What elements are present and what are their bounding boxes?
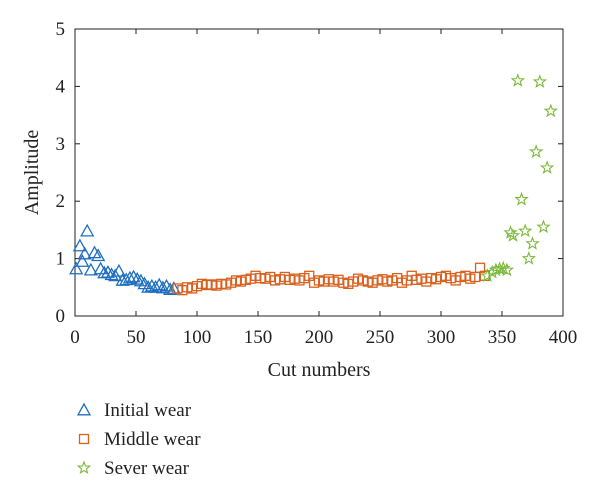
data-point: [152, 277, 167, 291]
data-point: [532, 74, 548, 88]
series-star: [480, 73, 559, 282]
data-point: [155, 280, 170, 294]
y-tick-label: 5: [56, 19, 66, 40]
data-point: [480, 268, 495, 282]
data-point: [499, 262, 515, 277]
legend-marker-square: [78, 433, 90, 445]
data-point: [133, 273, 148, 287]
data-point: [543, 103, 559, 118]
data-point: [514, 191, 529, 206]
plot-marks: [69, 73, 559, 296]
legend: Initial wear Middle wear Sever wear: [76, 400, 201, 479]
legend-label: Middle wear: [104, 429, 201, 450]
plot-axes: 0 50 100 150 200 250 300 350 400 0 1 2 3 4 5: [56, 19, 578, 348]
y-tick-label: 4: [56, 76, 66, 97]
data-point: [111, 263, 127, 277]
data-point: [536, 219, 551, 234]
data-point: [525, 236, 540, 250]
data-point: [130, 271, 145, 285]
data-point: [141, 279, 156, 293]
x-tick-label: 400: [549, 327, 578, 348]
data-point: [148, 279, 163, 293]
series-triangle: [69, 223, 181, 296]
data-point: [72, 238, 87, 252]
data-point: [510, 73, 526, 87]
data-point: [80, 223, 95, 237]
y-tick-label: 2: [56, 191, 66, 212]
data-point: [83, 262, 98, 276]
data-point: [100, 265, 116, 278]
y-tick-label: 3: [56, 134, 66, 155]
data-point: [505, 228, 521, 242]
data-point: [539, 160, 555, 175]
data-point: [517, 223, 533, 238]
data-point: [126, 269, 141, 283]
y-tick-label: 1: [56, 249, 66, 270]
x-tick-label: 350: [488, 327, 517, 348]
data-point: [77, 246, 92, 260]
data-point: [91, 248, 106, 262]
x-tick-label: 300: [427, 327, 456, 348]
series-square: [172, 262, 491, 296]
data-point: [528, 144, 544, 158]
data-point: [108, 268, 123, 282]
data-point: [122, 270, 138, 284]
legend-marker-triangle: [76, 402, 92, 416]
x-axis-label: Cut numbers: [268, 359, 371, 381]
x-tick-label: 250: [366, 327, 395, 348]
legend-label: Sever wear: [104, 458, 190, 479]
x-tick-label: 100: [183, 327, 212, 348]
x-tick-label: 150: [244, 327, 273, 348]
x-tick-label: 50: [127, 327, 146, 348]
x-tick-label: 0: [70, 327, 80, 348]
x-tick-label: 200: [305, 327, 334, 348]
data-point: [87, 245, 102, 259]
data-point: [521, 251, 537, 265]
data-point: [75, 254, 90, 267]
y-axis-label: Amplitude: [21, 130, 43, 216]
y-tick-label: 0: [56, 306, 66, 327]
legend-label: Initial wear: [104, 400, 192, 421]
data-point: [492, 261, 507, 276]
legend-marker-star: [76, 460, 92, 475]
data-point: [69, 261, 84, 275]
data-point: [503, 225, 518, 239]
